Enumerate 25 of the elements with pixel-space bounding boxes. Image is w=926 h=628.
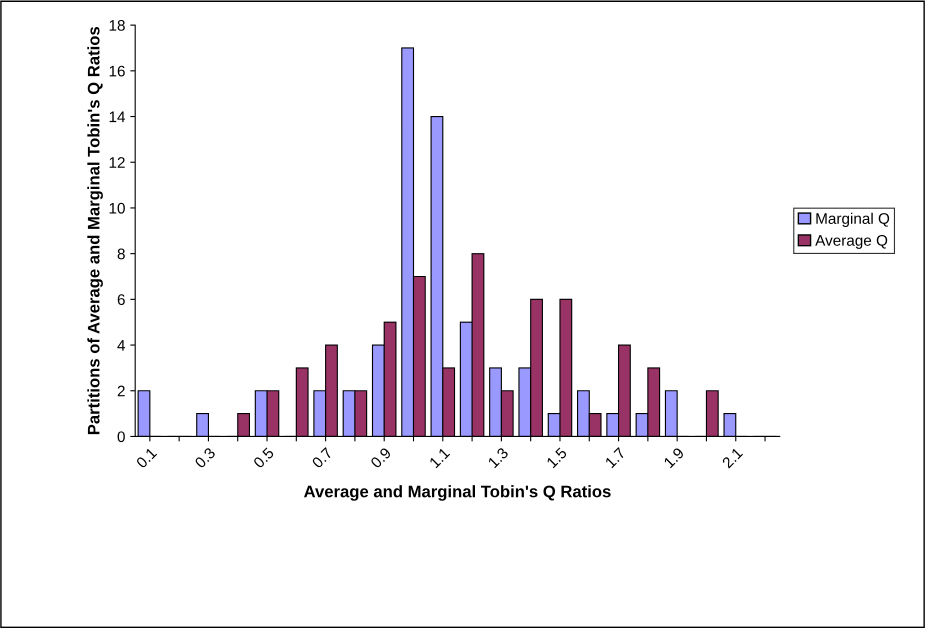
legend-label: Marginal Q [816,212,890,227]
y-axis-title: Partitions of Average and Marginal Tobin's Q Ratios [87,26,103,434]
y-tick-label: 10 [110,202,125,214]
y-tick-label: 18 [110,20,125,31]
x-tick-label: 0.5 [252,446,275,469]
legend-label: Average Q [815,235,888,249]
y-tick-label: 14 [110,112,126,122]
y-tick-label: 2 [118,386,125,396]
y-tick-label: 6 [118,294,125,306]
x-tick-label: 1.3 [487,446,509,468]
x-tick-label: 0.9 [370,446,392,469]
y-tick-label: 16 [110,66,125,77]
y-tick-label: 0 [118,431,125,442]
x-tick-label: 0.3 [194,446,216,469]
x-tick-label: 0.1 [136,446,158,469]
x-tick-label: 1.9 [663,446,685,468]
x-tick-label: 1.5 [546,447,568,468]
x-axis-title: Average and Marginal Tobin's Q Ratios [304,485,611,501]
y-tick-label: 8 [118,248,125,260]
y-tick-label: 12 [110,157,125,168]
x-tick-label: 1.1 [429,447,450,468]
x-tick-label: 1.7 [604,447,626,468]
x-tick-label: 0.7 [311,447,334,469]
x-tick-label: 2.1 [722,446,744,468]
y-tick-label: 4 [117,340,126,351]
